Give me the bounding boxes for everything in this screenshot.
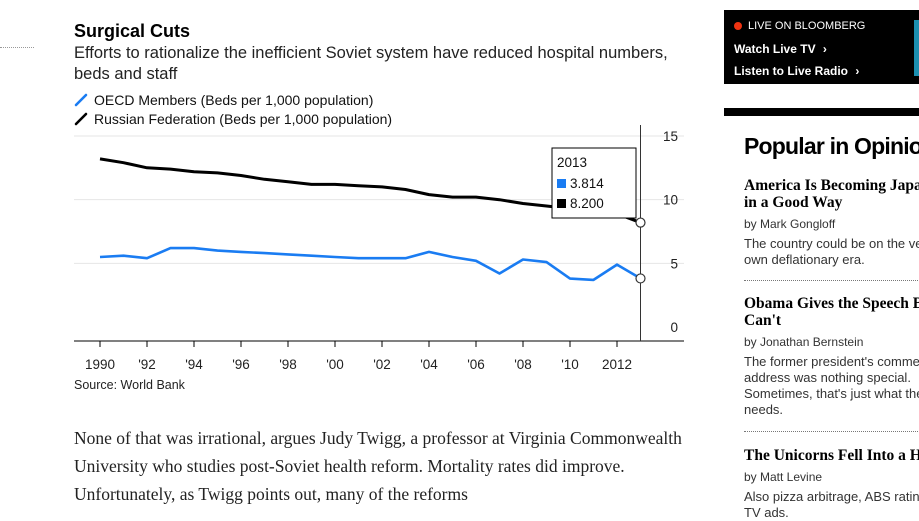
watch-live-tv-link[interactable]: Watch Live TV › [734, 42, 827, 56]
divider [744, 431, 919, 432]
opinion-article[interactable]: Obama Gives the Speech Biden Can't by Jo… [744, 295, 919, 418]
y-tick-label: 10 [663, 193, 678, 208]
x-tick-label: '10 [561, 357, 579, 372]
x-tick-label: '92 [138, 357, 156, 372]
hover-point-oecd [635, 273, 646, 284]
tooltip-year: 2013 [557, 155, 587, 170]
dotted-divider [0, 47, 34, 48]
legend-item-oecd: OECD Members (Beds per 1,000 population) [74, 90, 392, 110]
chart-legend: OECD Members (Beds per 1,000 population)… [74, 90, 392, 129]
chart-title: Surgical Cuts [74, 21, 191, 41]
listen-live-radio-link[interactable]: Listen to Live Radio › [734, 64, 859, 78]
opinion-article-title[interactable]: Obama Gives the Speech Biden Can't [744, 295, 919, 329]
x-tick-label: '02 [373, 357, 391, 372]
opinion-heading: Popular in Opinion [744, 133, 919, 159]
x-tick-label: '96 [232, 357, 250, 372]
chart-subtitle: Efforts to rationalize the inefficient S… [74, 44, 668, 83]
watch-live-tv-label: Watch Live TV [734, 42, 816, 56]
opinion-article[interactable]: The Unicorns Fell Into a Hole by Matt Le… [744, 447, 919, 521]
live-dot-icon [734, 22, 742, 30]
y-tick-label: 0 [670, 320, 678, 335]
series-line-oecd [99, 246, 642, 282]
live-video-thumbnail[interactable] [914, 20, 919, 76]
x-tick-label: '06 [467, 357, 485, 372]
popular-in-opinion-panel: Popular in Opinion America Is Becoming J… [724, 108, 919, 521]
chevron-right-icon: › [822, 42, 827, 56]
opinion-article-author: by Mark Gongloff [744, 217, 836, 231]
live-label: LIVE ON BLOOMBERG [748, 20, 866, 32]
tooltip-value-russia: 8.200 [570, 196, 604, 211]
tooltip-swatch-oecd [557, 179, 566, 188]
legend-label-oecd: OECD Members (Beds per 1,000 population) [94, 91, 374, 108]
x-tick-label: '98 [279, 357, 297, 372]
x-tick-label: '08 [514, 357, 532, 372]
live-header: LIVE ON BLOOMBERG [734, 20, 865, 32]
x-tick-label: '00 [326, 357, 344, 372]
hover-point-russia [635, 217, 646, 228]
listen-live-radio-label: Listen to Live Radio [734, 64, 849, 78]
y-tick-label: 15 [663, 129, 678, 144]
opinion-article-author: by Matt Levine [744, 470, 823, 484]
y-tick-label: 5 [670, 256, 678, 271]
legend-line-icon [74, 93, 88, 107]
line-chart[interactable]: 15 10 5 0 1990 '92 '94 '96 '98 '00 '02 '04 '06 '08 '10… [0, 125, 700, 375]
opinion-article[interactable]: America Is Becoming Japan in a Good Way … [744, 177, 919, 268]
legend-item-russia: Russian Federation (Beds per 1,000 popul… [74, 110, 392, 130]
opinion-article-summary: Also pizza arbitrage, ABS rating fights … [744, 489, 919, 520]
x-tick-label: 1990 [85, 357, 115, 372]
opinion-article-title[interactable]: The Unicorns Fell Into a Hole [744, 447, 919, 464]
legend-label-russia: Russian Federation (Beds per 1,000 popul… [94, 111, 393, 128]
opinion-article-author: by Jonathan Bernstein [744, 335, 864, 349]
x-tick-label: '04 [420, 357, 438, 372]
chart-source: Source: World Bank [74, 378, 185, 392]
x-tick-label: 2012 [602, 357, 632, 372]
chevron-right-icon: › [855, 64, 860, 78]
opinion-article-summary: The former president's commencement addr… [744, 354, 919, 417]
article-paragraph: None of that was irrational, argues Judy… [74, 428, 682, 504]
live-on-bloomberg-box[interactable]: LIVE ON BLOOMBERG Watch Live TV › Listen… [724, 10, 919, 84]
series-line-russia [99, 157, 642, 225]
opinion-article-summary: The country could be on the verge of its… [744, 236, 919, 267]
legend-line-icon [74, 112, 88, 126]
x-tick-label: '94 [185, 357, 203, 372]
divider [744, 280, 919, 281]
tooltip-value-oecd: 3.814 [570, 176, 604, 191]
opinion-article-title[interactable]: America Is Becoming Japan in a Good Way [744, 177, 919, 211]
tooltip-swatch-russia [557, 199, 566, 208]
